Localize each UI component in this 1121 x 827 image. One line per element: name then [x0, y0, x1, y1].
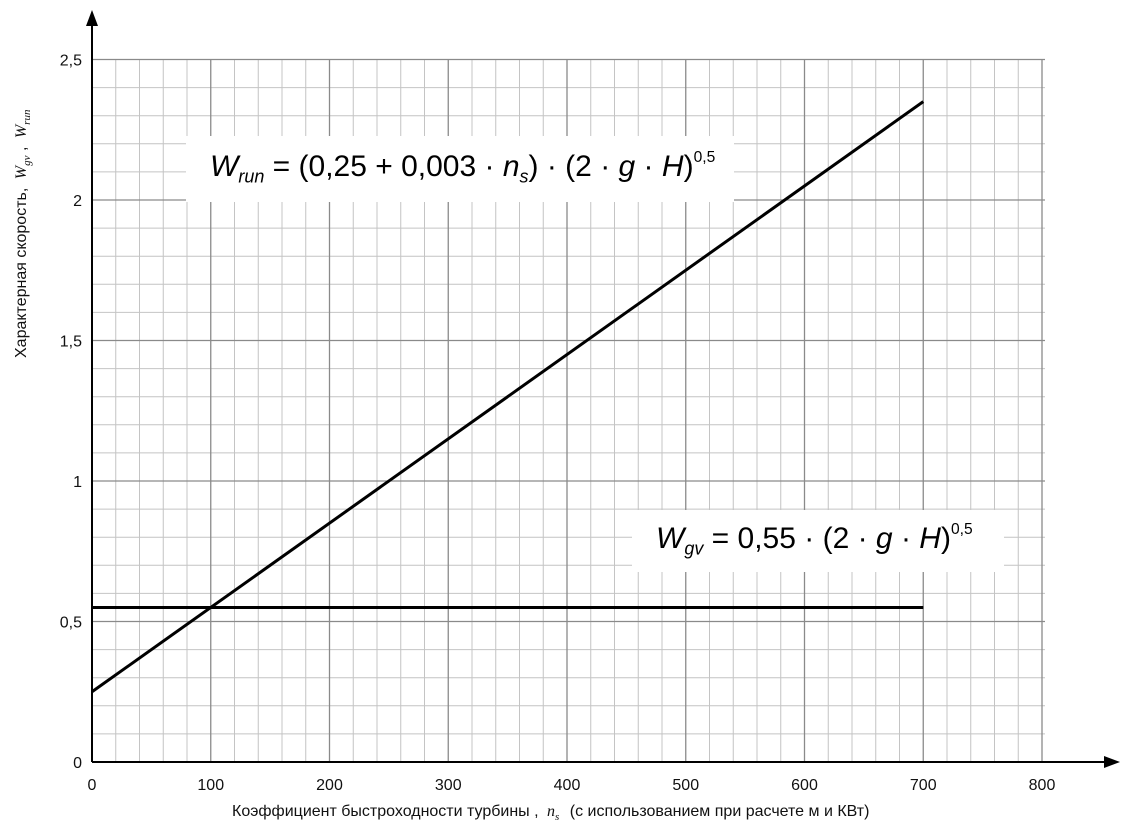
y-tick-label: 2,5 [60, 53, 82, 70]
y-tick-label: 2 [73, 193, 82, 210]
y-tick-label: 0,5 [60, 615, 82, 632]
x-tick-label: 700 [910, 777, 937, 794]
equation-wrun: Wrun = (0,25 + 0,003 · ns) · (2 · g · H)… [186, 136, 734, 202]
x-axis-arrow [1104, 756, 1120, 768]
series-line-wrun [91, 100, 925, 693]
x-tick-label: 100 [197, 777, 224, 794]
x-tick-label: 300 [435, 777, 462, 794]
axes [86, 10, 1120, 768]
x-tick-label: 800 [1029, 777, 1056, 794]
y-tick-label: 1,5 [60, 334, 82, 351]
x-axis-label: Коэффициент быстроходности турбины , ns … [232, 803, 869, 824]
y-tick-label: 0 [73, 755, 82, 772]
x-tick-label: 400 [554, 777, 581, 794]
series-layer [91, 100, 925, 693]
y-tick-label: 1 [73, 474, 82, 491]
x-tick-label: 0 [88, 777, 97, 794]
x-tick-label: 200 [316, 777, 343, 794]
y-axis-arrow [86, 10, 98, 26]
equation-wgv: Wgv = 0,55 · (2 · g · H)0,5 [632, 510, 1004, 572]
x-tick-label: 600 [791, 777, 818, 794]
tick-labels: 0 100 200 300 400 500 600 700 800 0 0,5 1 1,5 2 2,5 [60, 53, 1056, 795]
x-tick-label: 500 [672, 777, 699, 794]
y-axis-label: Характерная скорость, Wgv , Wrun [13, 109, 34, 358]
